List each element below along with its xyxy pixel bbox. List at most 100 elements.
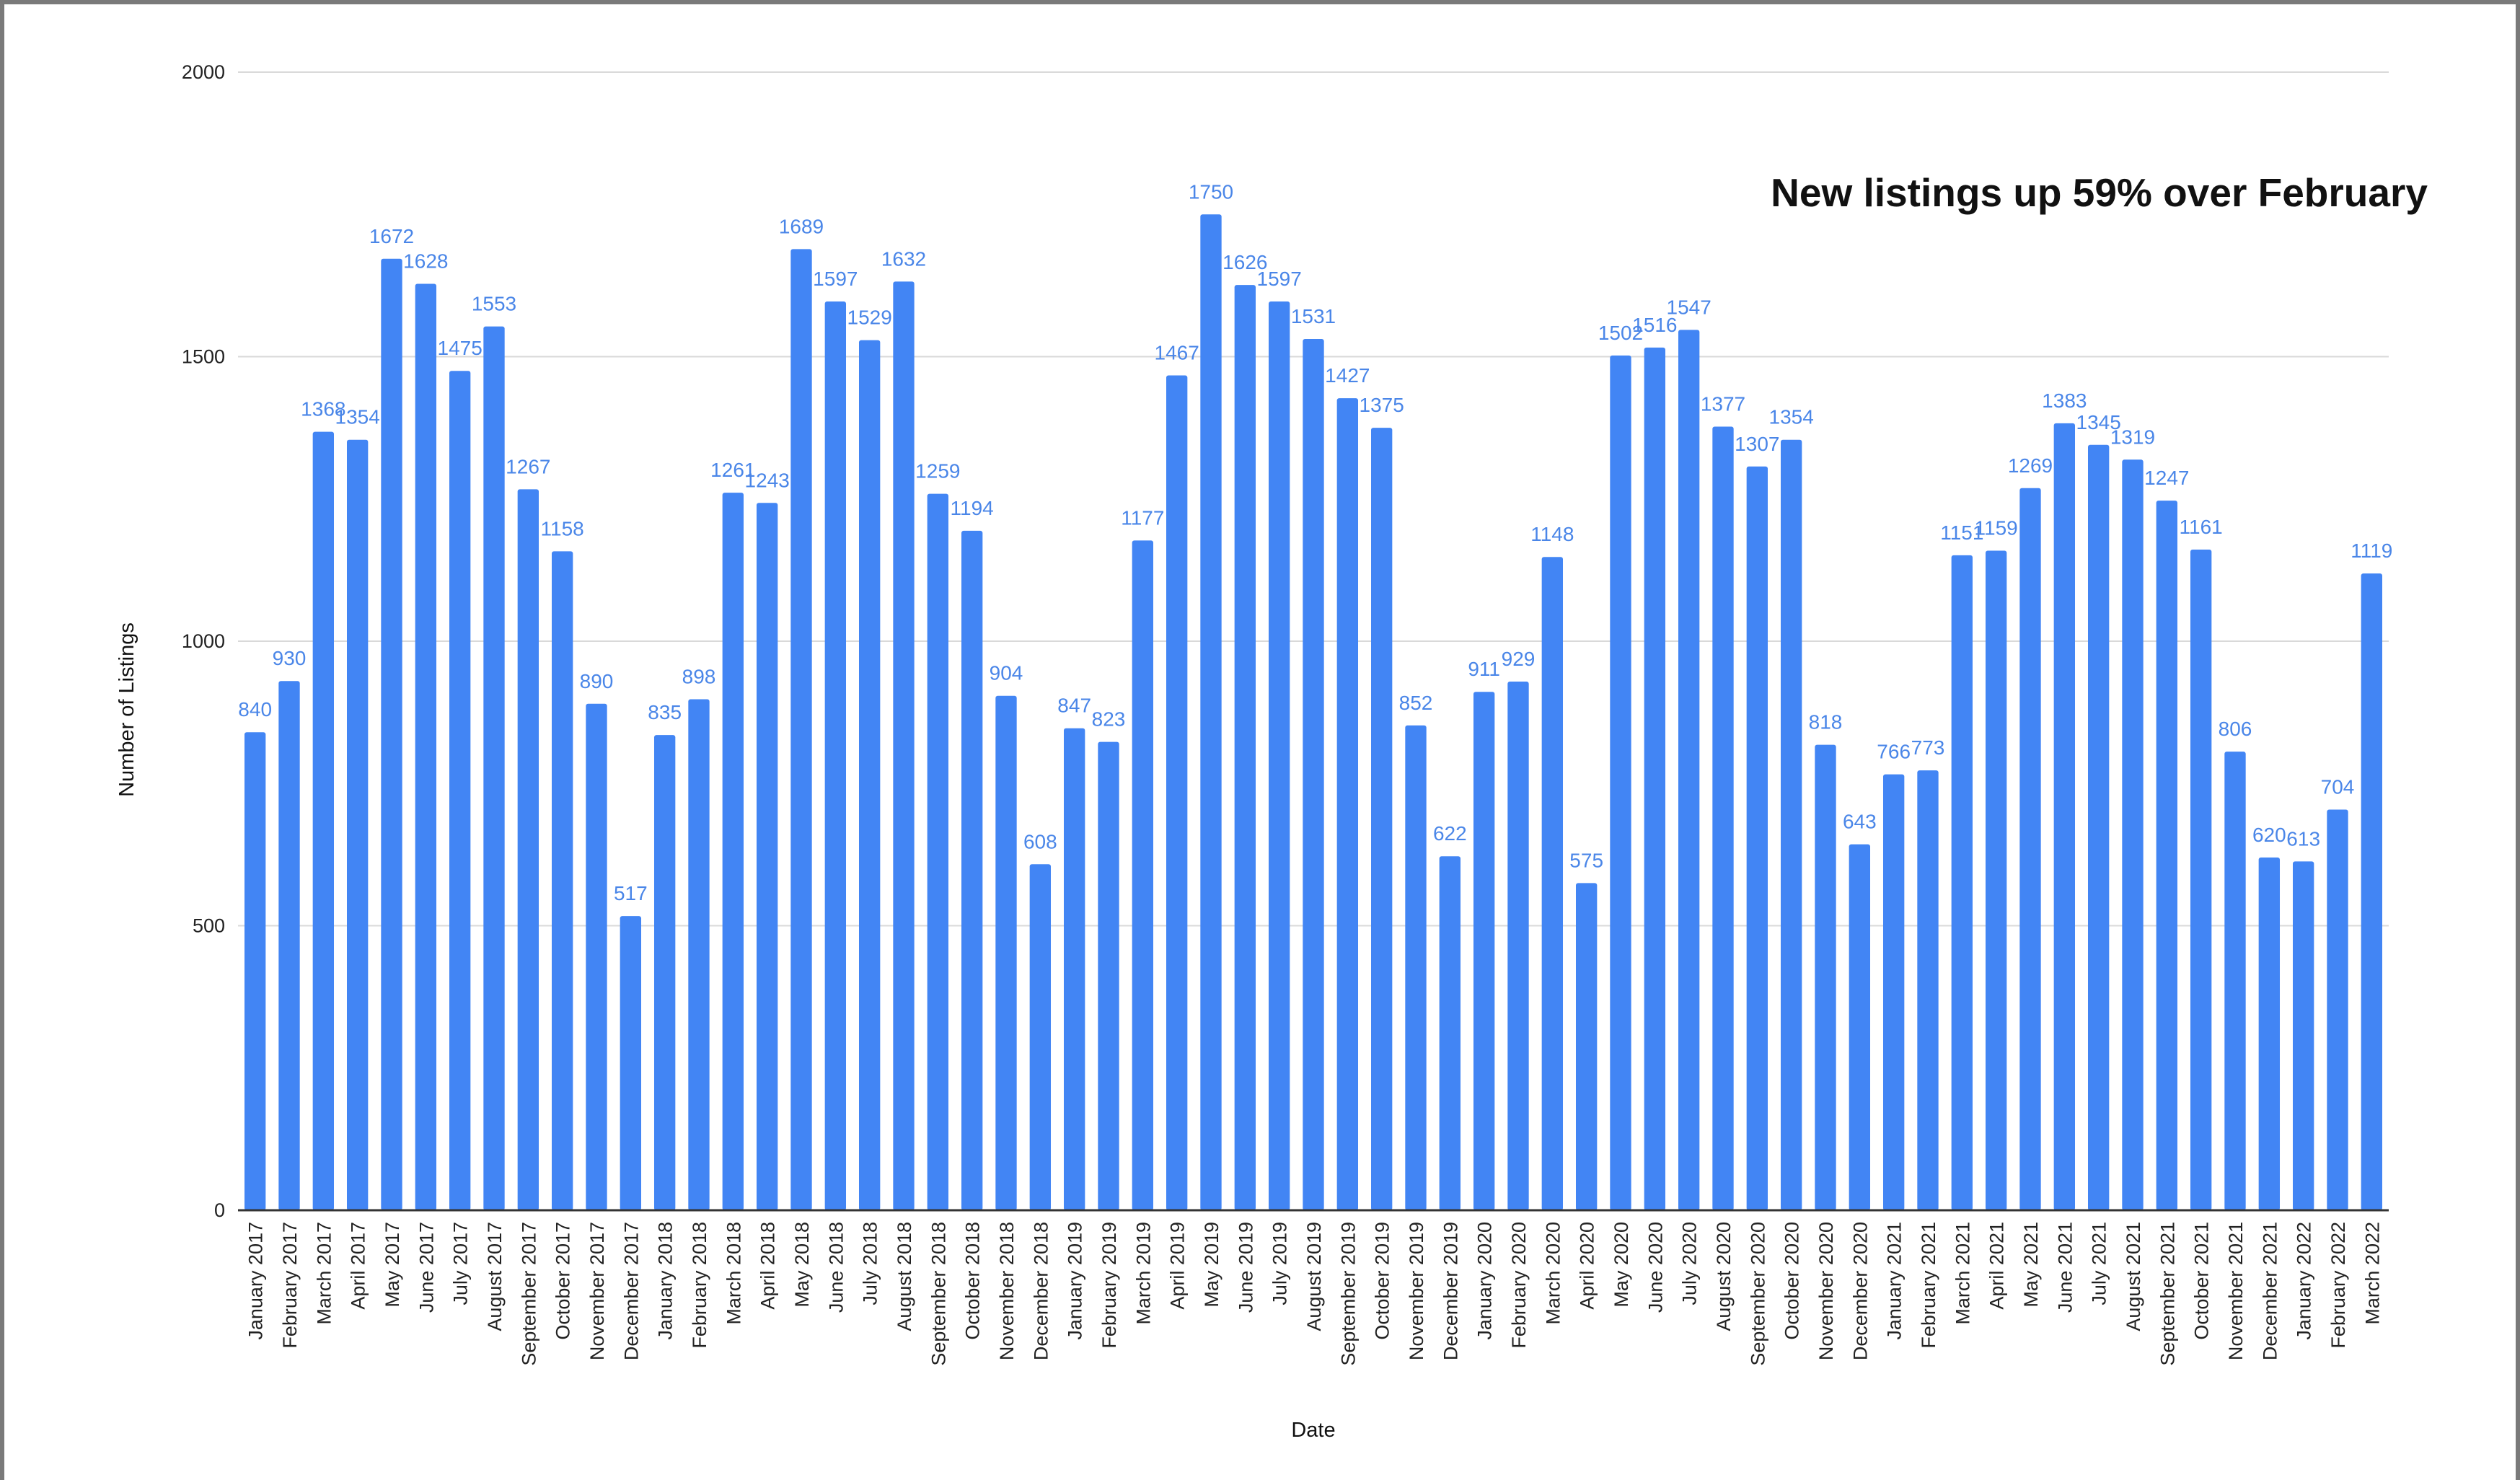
x-tick-label: March 2022 [2361, 1222, 2383, 1325]
bar [2190, 549, 2212, 1210]
bar [1882, 774, 1905, 1210]
y-tick-label: 0 [214, 1199, 225, 1221]
bar [1234, 285, 1256, 1211]
data-label: 766 [1877, 741, 1911, 763]
bar [244, 732, 266, 1210]
data-label: 1148 [1530, 523, 1574, 545]
x-tick-label: February 2018 [689, 1222, 710, 1349]
bar [858, 340, 881, 1210]
bar [688, 699, 710, 1210]
bar [312, 431, 335, 1211]
data-label: 1159 [1975, 517, 2018, 539]
data-label: 930 [273, 647, 307, 669]
data-label: 1377 [1701, 393, 1745, 415]
x-tick-label: December 2018 [1030, 1222, 1052, 1360]
bar [1507, 682, 1529, 1210]
data-label: 643 [1843, 811, 1877, 833]
data-label: 773 [1911, 736, 1945, 759]
bar [1132, 540, 1154, 1210]
bar [278, 681, 300, 1210]
x-tick-label: September 2021 [2156, 1222, 2178, 1366]
bar [927, 493, 949, 1210]
x-tick-label: July 2018 [860, 1222, 881, 1305]
data-label: 1267 [506, 455, 550, 477]
x-tick-label: August 2019 [1303, 1222, 1325, 1331]
y-axis-ticks: 0 500 1000 1500 2000 [182, 61, 225, 1221]
data-label: 1467 [1155, 342, 1199, 364]
data-label: 1427 [1325, 364, 1370, 387]
x-tick-label: August 2020 [1713, 1222, 1735, 1331]
x-tick-label: December 2019 [1440, 1222, 1461, 1360]
bar [346, 439, 369, 1210]
bar [1405, 725, 1427, 1210]
bar [1268, 301, 1290, 1210]
x-tick-label: September 2018 [928, 1222, 949, 1366]
bar [790, 249, 812, 1210]
bar [1029, 864, 1052, 1210]
x-tick-label: January 2021 [1884, 1222, 1906, 1340]
x-tick-label: August 2018 [894, 1222, 915, 1331]
data-label: 1119 [2351, 539, 2392, 562]
data-label: 847 [1057, 695, 1091, 717]
data-label: 1259 [915, 460, 960, 483]
data-label: 608 [1023, 830, 1057, 853]
data-label: 1547 [1667, 296, 1711, 318]
bar [1746, 466, 1768, 1210]
data-label: 1516 [1632, 314, 1677, 336]
bar [1575, 883, 1598, 1210]
x-tick-label: September 2020 [1747, 1222, 1768, 1366]
x-tick-label: June 2020 [1644, 1222, 1666, 1313]
x-tick-label: May 2019 [1201, 1222, 1222, 1308]
x-tick-label: November 2019 [1406, 1222, 1427, 1360]
bar [1815, 744, 1836, 1210]
bar [1541, 557, 1564, 1210]
x-tick-label: May 2017 [382, 1222, 403, 1308]
y-tick-label: 1500 [182, 346, 225, 368]
data-label: 1247 [2144, 467, 2189, 489]
data-label: 1628 [403, 250, 448, 273]
bar [415, 283, 437, 1210]
x-tick-label: June 2021 [2054, 1222, 2076, 1313]
bar [1336, 398, 1359, 1211]
bar [620, 916, 642, 1210]
data-label: 1597 [813, 268, 858, 290]
bar [653, 735, 676, 1210]
bar [1370, 428, 1393, 1210]
data-label: 1689 [779, 215, 824, 237]
bar [483, 326, 505, 1211]
bar [1780, 439, 1802, 1210]
x-tick-label: November 2018 [996, 1222, 1018, 1360]
data-label: 929 [1502, 648, 1536, 670]
x-tick-label: April 2020 [1577, 1222, 1598, 1310]
bar [1098, 741, 1119, 1210]
x-tick-label: April 2019 [1167, 1222, 1189, 1310]
bars [244, 214, 2383, 1211]
x-tick-label: January 2022 [2294, 1222, 2315, 1340]
x-tick-label: June 2018 [825, 1222, 847, 1313]
bar [1166, 375, 1188, 1210]
x-tick-label: September 2019 [1337, 1222, 1359, 1366]
data-label: 1383 [2042, 389, 2087, 412]
x-tick-label: January 2018 [655, 1222, 677, 1340]
data-label: 622 [1433, 822, 1467, 845]
bar [893, 281, 915, 1210]
bar [756, 503, 778, 1210]
x-axis-title: Date [1291, 1419, 1335, 1442]
bar [1303, 339, 1324, 1210]
x-tick-label: November 2020 [1815, 1222, 1837, 1360]
data-label: 620 [2252, 824, 2286, 846]
data-labels: 8409301368135416721628147515531267115889… [238, 180, 2392, 904]
data-label: 823 [1092, 708, 1126, 731]
data-label: 517 [614, 882, 648, 904]
x-tick-label: April 2018 [757, 1222, 779, 1310]
x-tick-label: May 2020 [1611, 1222, 1632, 1308]
bar [1951, 555, 1973, 1210]
bar [1985, 550, 2007, 1210]
data-label: 904 [990, 662, 1023, 684]
bar [2327, 809, 2348, 1210]
data-label: 1261 [710, 459, 755, 481]
data-label: 1553 [472, 293, 516, 315]
bar [1917, 770, 1939, 1210]
bar [2361, 573, 2383, 1210]
